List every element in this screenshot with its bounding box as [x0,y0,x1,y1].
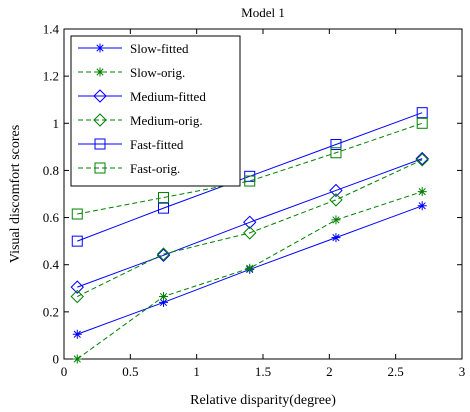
y-tick-label: 0.4 [43,257,60,272]
legend-marker [94,162,106,174]
data-point [159,292,168,302]
legend-item: Slow-orig. [78,65,185,80]
data-point [331,215,341,225]
legend-marker [95,43,105,53]
series-slow-orig [72,187,427,364]
data-point [243,226,257,240]
series-line [77,122,423,215]
series-fast-orig [71,117,428,220]
legend-label: Slow-orig. [130,65,185,80]
data-point [331,233,341,243]
x-axis: 0 0.5 1 1.5 2 2.5 3 [61,29,466,379]
y-tick-label: 1.2 [43,69,59,84]
x-tick-label: 2 [326,364,333,379]
data-point [416,107,428,119]
x-tick-label: 3 [459,364,466,379]
data-point [415,153,429,167]
data-point [243,215,257,229]
data-point [416,117,428,129]
legend-marker [93,89,107,103]
data-point [70,289,84,304]
y-tick-label: 0.2 [43,304,59,319]
x-tick-label: 0 [61,364,68,379]
data-point [72,329,82,339]
y-axis: 0 0.2 0.4 0.6 0.8 1 1.2 1.4 [43,22,462,367]
data-point [417,201,427,211]
x-tick-label: 0.5 [122,364,138,379]
chart-title: Model 1 [241,5,285,20]
data-point [159,297,168,307]
data-point [245,263,255,273]
x-axis-label: Relative disparity(degree) [190,393,336,408]
legend: Slow-fitted Slow-orig. Medium-fitted Medium… [70,35,241,187]
data-point [330,147,342,159]
y-tick-label: 0 [53,352,60,367]
data-point [330,139,342,150]
legend-marker [93,113,107,127]
data-point [329,193,343,207]
data-point [415,151,429,166]
data-point [417,187,427,197]
legend-label: Fast-orig. [130,161,180,176]
legend-label: Slow-fitted [130,41,189,56]
y-tick-label: 1.4 [43,22,60,37]
data-point [70,280,84,294]
data-point [71,235,83,247]
series-medium-orig [70,153,429,304]
data-point [156,247,171,261]
y-tick-label: 0.6 [43,210,60,225]
legend-label: Medium-orig. [130,113,203,128]
data-point [72,354,82,364]
legend-label: Medium-fitted [130,89,206,104]
y-tick-label: 0.8 [43,163,59,178]
legend-item: Medium-fitted [78,89,206,104]
legend-item: Slow-fitted [78,41,189,56]
data-point [329,183,343,198]
series-medium-fitted [70,151,429,294]
legend-item: Fast-fitted [78,137,184,152]
x-tick-label: 2.5 [388,364,404,379]
legend-marker [94,138,106,150]
x-tick-label: 1.5 [255,364,271,379]
data-point [244,175,256,187]
legend-box [70,35,241,187]
data-point [158,192,169,204]
series-layer [70,107,429,364]
series-line [77,159,423,297]
legend-item: Medium-orig. [78,113,203,128]
y-axis-label: Visual discomfort scores [8,125,23,263]
x-tick-label: 1 [193,364,200,379]
y-tick-label: 1 [53,116,60,131]
legend-label: Fast-fitted [130,137,184,152]
series-line [77,158,423,288]
data-point [71,208,83,220]
legend-item: Fast-orig. [78,161,180,176]
data-point [158,202,169,214]
legend-marker [95,67,105,77]
